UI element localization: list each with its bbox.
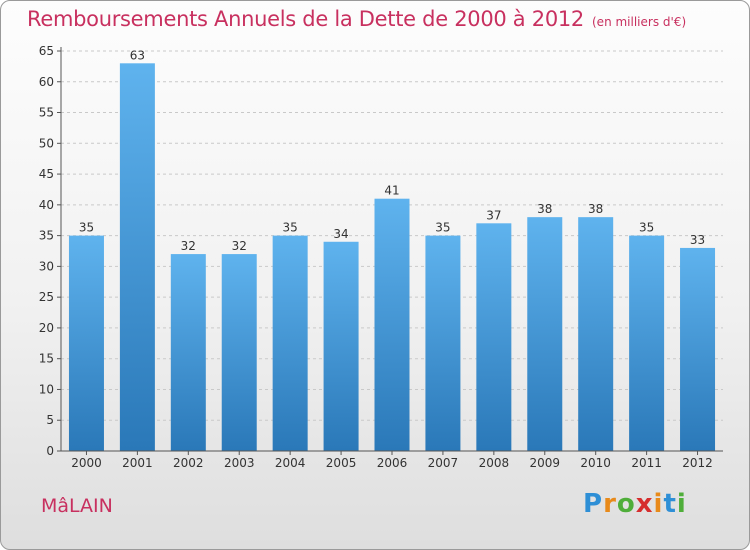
brand-letter: t (663, 489, 677, 519)
bar-2012 (680, 247, 716, 451)
commune-name: MâLAIN (41, 495, 113, 517)
bar-2011 (629, 235, 665, 451)
x-tick-label: 2002 (173, 456, 204, 470)
brand-letter: i (676, 489, 687, 519)
x-tick-label: 2001 (122, 456, 153, 470)
y-tick-label: 35 (39, 229, 54, 243)
y-tick-label: 10 (39, 382, 54, 396)
y-tick-label: 25 (39, 290, 54, 304)
brand-letter: o (616, 489, 636, 519)
bar-value-label: 63 (130, 48, 145, 62)
chart-title-text: Remboursements Annuels de la Dette de 20… (27, 7, 584, 31)
bar-series (68, 63, 716, 452)
bar-2005 (323, 241, 359, 451)
bar-value-label: 41 (384, 184, 399, 198)
bar-2003 (221, 254, 257, 451)
x-tick-label: 2003 (224, 456, 255, 470)
bar-value-label: 37 (486, 208, 501, 222)
y-tick-label: 0 (46, 444, 54, 458)
x-tick-label: 2007 (428, 456, 459, 470)
x-axis-tick-labels: 2000 2001 2002 2003 2004 2005 2006 2007 2008 2009… (71, 451, 713, 470)
y-tick-label: 45 (39, 167, 54, 181)
bar-2007 (425, 235, 461, 451)
y-axis-tick-labels: 0 5 10 15 20 25 30 35 40 45 50 55 60 65 (39, 44, 54, 458)
x-tick-label: 2010 (580, 456, 611, 470)
x-tick-label: 2008 (479, 456, 510, 470)
bar-2002 (170, 254, 206, 451)
x-tick-label: 2004 (275, 456, 306, 470)
bar-value-label: 38 (537, 202, 552, 216)
y-tick-label: 40 (39, 198, 54, 212)
bar-value-label: 35 (639, 221, 654, 235)
bar-value-label: 35 (435, 221, 450, 235)
y-tick-label: 50 (39, 136, 54, 150)
y-tick-label: 60 (39, 75, 54, 89)
x-tick-label: 2011 (631, 456, 662, 470)
bar-2000 (68, 235, 104, 451)
x-tick-label: 2012 (682, 456, 713, 470)
y-tick-label: 30 (39, 259, 54, 273)
chart-title: Remboursements Annuels de la Dette de 20… (27, 7, 686, 31)
y-tick-label: 20 (39, 321, 54, 335)
bar-value-label: 33 (690, 233, 705, 247)
bar-value-label: 38 (588, 202, 603, 216)
bar-2004 (272, 235, 308, 451)
brand-letter: P (583, 489, 604, 519)
x-tick-label: 2005 (326, 456, 357, 470)
y-tick-label: 65 (39, 44, 54, 58)
x-tick-label: 2009 (529, 456, 560, 470)
bar-2001 (119, 63, 155, 452)
y-tick-label: 55 (39, 106, 54, 120)
bar-value-label: 32 (232, 239, 247, 253)
y-tick-label: 5 (46, 413, 54, 427)
x-tick-label: 2000 (71, 456, 102, 470)
bar-value-label: 35 (283, 221, 298, 235)
bar-value-label: 35 (79, 221, 94, 235)
chart-subtitle: (en milliers d'€) (592, 15, 687, 29)
bar-value-label: 32 (181, 239, 196, 253)
bar-2009 (527, 217, 563, 451)
bar-2006 (374, 198, 410, 451)
brand-letter: i (653, 489, 664, 519)
proxiti-logo: Proxiti (583, 489, 687, 519)
brand-letter: x (635, 489, 654, 519)
bar-value-labels: 35 63 32 32 35 34 41 35 37 38 38 35 33 (79, 48, 705, 253)
bar-2008 (476, 223, 512, 451)
x-tick-label: 2006 (377, 456, 408, 470)
bar-2010 (578, 217, 614, 451)
bar-value-label: 34 (333, 227, 348, 241)
y-tick-label: 15 (39, 352, 54, 366)
brand-letter: r (603, 489, 617, 519)
